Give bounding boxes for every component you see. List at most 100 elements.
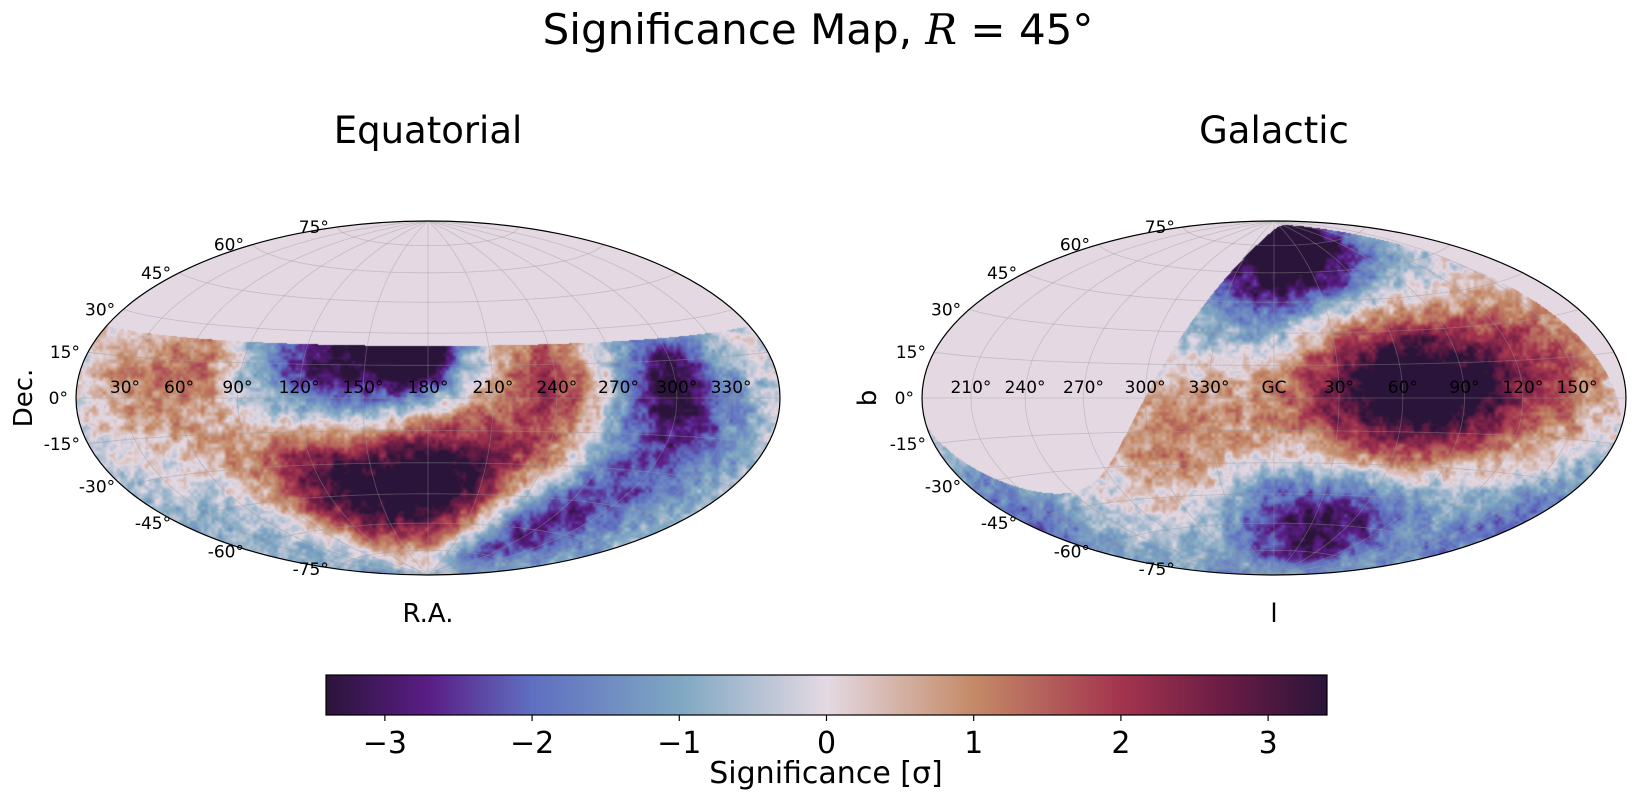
- colorbar-tick-label: −3: [363, 726, 407, 761]
- lat-tick-label: 15°: [896, 343, 926, 363]
- longitude-gridline: [1024, 221, 1275, 575]
- lon-tick-label: 300°: [656, 378, 697, 398]
- longitude-gridline: [1083, 221, 1275, 575]
- lon-tick-label: 30°: [110, 378, 140, 398]
- colorbar-tick-label: 0: [817, 726, 836, 761]
- lon-tick-label: 210°: [950, 378, 991, 398]
- lat-tick-label: 0°: [49, 389, 68, 409]
- lon-tick-label: 330°: [711, 378, 752, 398]
- lat-tick-label: -75°: [293, 560, 329, 580]
- latitude-gridline: [251, 244, 605, 274]
- lat-tick-label: -45°: [135, 514, 171, 534]
- latitude-gridline: [933, 430, 1615, 445]
- figure-title: Significance Map, R = 45°: [542, 5, 1094, 54]
- latitude-gridline: [336, 226, 520, 246]
- map-equatorial[interactable]: 330° 300° 270° 240° 210° 180° 150° 120° 90° 60° 30…: [44, 218, 781, 580]
- lon-tick-label: 60°: [1388, 378, 1418, 398]
- longitude-gridline: [178, 221, 429, 575]
- ylabel-equatorial: Dec.: [9, 369, 39, 428]
- longitude-gridline: [237, 221, 429, 575]
- lon-tick-label: 90°: [222, 378, 252, 398]
- lat-tick-label: 15°: [50, 343, 80, 363]
- lat-tick-label: 0°: [895, 389, 914, 409]
- colorbar-tick-label: 3: [1259, 726, 1278, 761]
- significance-heatmap: [76, 221, 780, 575]
- longitude-gridline: [124, 221, 429, 575]
- lon-tick-label: 240°: [1005, 378, 1046, 398]
- longitude-gridline: [427, 221, 494, 575]
- significance-heatmap: [922, 221, 1626, 575]
- lat-tick-label: -30°: [925, 478, 961, 498]
- longitude-gridline: [427, 221, 558, 575]
- colorbar-label: Significance [σ]: [709, 756, 942, 791]
- latitude-gridline: [87, 351, 769, 366]
- lon-tick-label: 120°: [279, 378, 320, 398]
- longitude-gridline: [1273, 221, 1404, 575]
- lat-tick-label: 75°: [1145, 218, 1175, 238]
- longitude-gridline: [970, 221, 1275, 575]
- lat-tick-label: -60°: [1054, 542, 1090, 562]
- lon-tick-label: 270°: [1063, 378, 1104, 398]
- longitude-gridline: [1273, 221, 1465, 575]
- latitude-gridline: [1024, 493, 1524, 524]
- lon-tick-label: GC: [1261, 378, 1286, 398]
- latitude-gridline: [969, 462, 1579, 487]
- colorbar: −3 −2 −1 0 1 2 3 Significance [σ]: [325, 674, 1328, 791]
- lat-tick-label: -75°: [1139, 560, 1175, 580]
- lon-tick-label: 30°: [1324, 378, 1354, 398]
- panel-title-equatorial: Equatorial: [334, 109, 523, 152]
- map-boundary: [75, 220, 781, 576]
- longitude-gridline: [1208, 221, 1275, 575]
- xlabel-galactic: l: [1270, 599, 1277, 629]
- lon-tick-label: 300°: [1125, 378, 1166, 398]
- longitude-gridline: [362, 221, 429, 575]
- map-galactic[interactable]: 150° 120° 90° 60° 30° GC 330° 300° 270° 240° 210° 7…: [890, 218, 1627, 580]
- lon-tick-label: 150°: [343, 378, 384, 398]
- graticule: [922, 221, 1626, 575]
- lon-tick-label: 60°: [164, 378, 194, 398]
- lat-tick-label: 30°: [931, 301, 961, 321]
- lon-tick-label: 90°: [1449, 378, 1479, 398]
- panel-galactic: Galactic 150° 120° 90° 60° 30° GC 330° 300° 270°…: [853, 109, 1627, 629]
- latitude-gridline: [123, 462, 733, 487]
- longitude-gridline: [1273, 221, 1524, 575]
- colorbar-gradient: [325, 674, 1328, 716]
- lat-tick-label: -60°: [208, 542, 244, 562]
- latitude-gridline: [251, 522, 605, 552]
- longitude-gridline: [427, 221, 678, 575]
- latitude-gridline: [969, 309, 1579, 334]
- longitude-gridline: [427, 221, 619, 575]
- lon-tick-label: 270°: [598, 378, 639, 398]
- lat-tick-label: -15°: [44, 435, 80, 455]
- lat-tick-label: 45°: [141, 264, 171, 284]
- xlabel-equatorial: R.A.: [403, 599, 454, 629]
- panel-title-galactic: Galactic: [1199, 109, 1349, 152]
- panel-equatorial: Equatorial 330° 300° 270° 240° 210° 180° 150° 1…: [9, 109, 781, 629]
- latitude-gridline: [1182, 226, 1366, 246]
- longitude-gridline: [427, 221, 732, 575]
- lat-tick-label: -30°: [79, 478, 115, 498]
- longitude-gridline: [1144, 221, 1275, 575]
- map-boundary: [921, 220, 1627, 576]
- lon-tick-label: 330°: [1189, 378, 1230, 398]
- lat-tick-label: 45°: [987, 264, 1017, 284]
- latitude-gridline: [178, 272, 678, 303]
- latitude-gridline: [1024, 272, 1524, 303]
- latitude-gridline: [1097, 244, 1451, 274]
- lon-tick-label: 210°: [472, 378, 513, 398]
- colorbar-tick-label: −2: [510, 726, 554, 761]
- lat-tick-label: -45°: [981, 514, 1017, 534]
- latitude-gridline: [336, 550, 520, 570]
- colorbar-tick-label: −1: [657, 726, 701, 761]
- graticule: [76, 221, 780, 575]
- longitude-gridline: [1273, 221, 1578, 575]
- lon-tick-label: 180°: [408, 378, 449, 398]
- lat-tick-label: 60°: [214, 236, 244, 256]
- longitude-gridline: [1273, 221, 1340, 575]
- latitude-gridline: [87, 430, 769, 445]
- lat-tick-label: 60°: [1060, 236, 1090, 256]
- lat-tick-label: 30°: [85, 301, 115, 321]
- lat-tick-label: 75°: [299, 218, 329, 238]
- longitude-gridline: [298, 221, 429, 575]
